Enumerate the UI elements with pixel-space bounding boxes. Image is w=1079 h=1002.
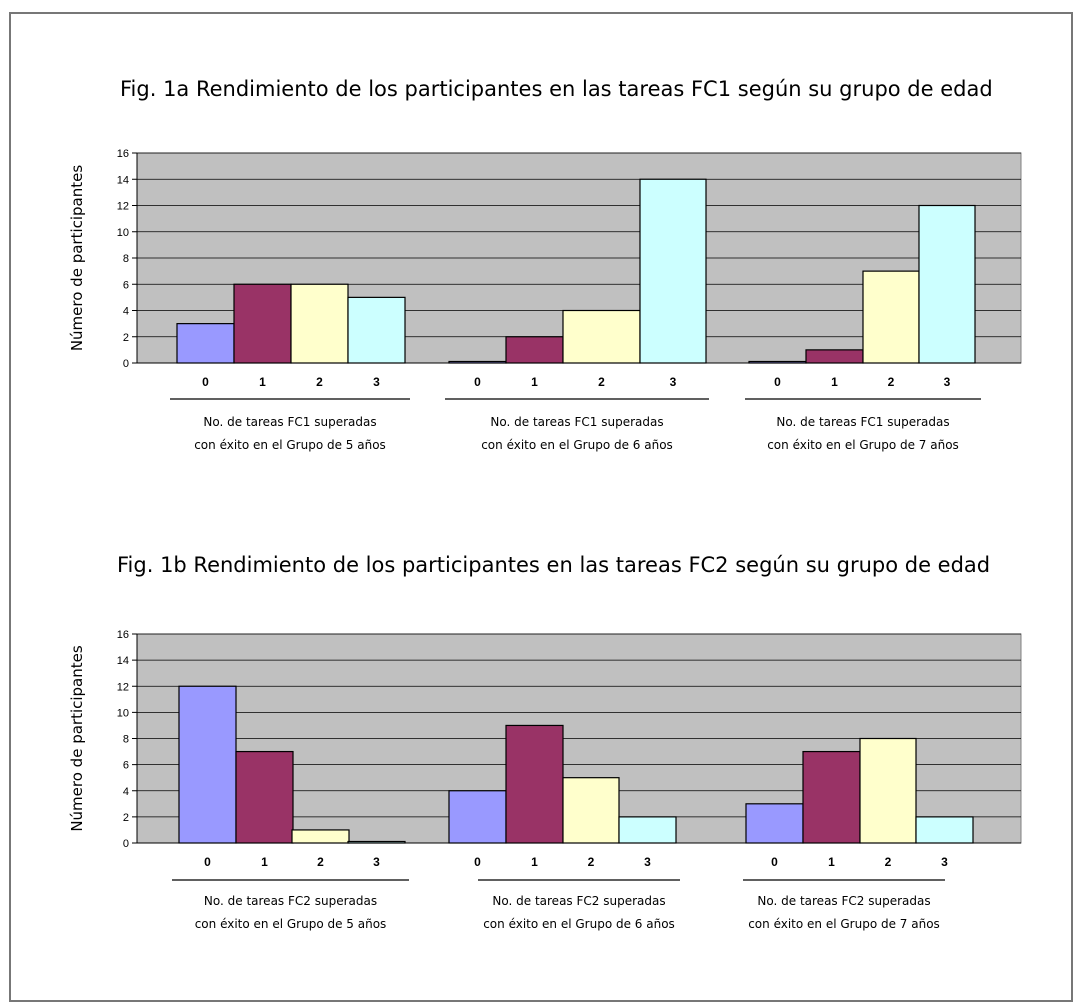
bar bbox=[859, 737, 917, 844]
bar bbox=[235, 750, 294, 844]
category-label: 2 bbox=[588, 855, 595, 869]
bar bbox=[862, 270, 920, 364]
category-label: 0 bbox=[202, 375, 209, 389]
y-tick-label: 10 bbox=[117, 227, 129, 239]
bar bbox=[178, 685, 237, 844]
chart-fc2: Fig. 1b Rendimiento de los participantes… bbox=[68, 553, 1022, 931]
bar bbox=[639, 178, 707, 364]
category-label: 0 bbox=[474, 855, 481, 869]
category-label: 1 bbox=[531, 375, 538, 389]
y-axis-label: Número de participantes bbox=[68, 645, 86, 832]
category-label: 3 bbox=[944, 375, 951, 389]
y-tick-label: 6 bbox=[123, 279, 129, 291]
bar bbox=[505, 336, 564, 364]
y-tick-label: 8 bbox=[123, 734, 129, 746]
category-label: 1 bbox=[828, 855, 835, 869]
group-caption: No. de tareas FC2 superadas bbox=[757, 894, 930, 908]
category-label: 3 bbox=[644, 855, 651, 869]
bar bbox=[505, 724, 564, 844]
bar bbox=[918, 204, 976, 364]
category-label: 0 bbox=[771, 855, 778, 869]
bar bbox=[805, 349, 864, 364]
category-label: 0 bbox=[474, 375, 481, 389]
bar bbox=[233, 283, 292, 364]
category-label: 2 bbox=[885, 855, 892, 869]
group-caption: con éxito en el Grupo de 6 años bbox=[483, 917, 675, 931]
category-label: 1 bbox=[261, 855, 268, 869]
bar bbox=[802, 750, 861, 844]
bar bbox=[347, 840, 406, 844]
category-label: 2 bbox=[316, 375, 323, 389]
y-axis-label: Número de participantes bbox=[68, 165, 86, 352]
y-tick-label: 0 bbox=[123, 358, 129, 370]
bar bbox=[748, 360, 807, 364]
group-caption: con éxito en el Grupo de 6 años bbox=[481, 438, 673, 452]
y-tick-label: 14 bbox=[117, 174, 129, 186]
y-tick-label: 14 bbox=[117, 655, 129, 667]
category-label: 1 bbox=[259, 375, 266, 389]
bar bbox=[562, 777, 620, 844]
y-tick-label: 12 bbox=[117, 681, 129, 693]
category-label: 1 bbox=[531, 855, 538, 869]
group-caption: No. de tareas FC1 superadas bbox=[203, 415, 376, 429]
group-caption: con éxito en el Grupo de 7 años bbox=[748, 917, 940, 931]
chart-title: Fig. 1a Rendimiento de los participantes… bbox=[120, 77, 993, 101]
bar bbox=[618, 816, 677, 844]
bar bbox=[176, 323, 235, 364]
category-label: 3 bbox=[941, 855, 948, 869]
chart-fc1: Fig. 1a Rendimiento de los participantes… bbox=[68, 77, 1022, 452]
category-label: 2 bbox=[598, 375, 605, 389]
category-label: 0 bbox=[204, 855, 211, 869]
category-label: 0 bbox=[774, 375, 781, 389]
y-tick-label: 8 bbox=[123, 253, 129, 265]
y-tick-label: 4 bbox=[123, 786, 129, 798]
group-caption: No. de tareas FC2 superadas bbox=[204, 894, 377, 908]
category-label: 2 bbox=[888, 375, 895, 389]
category-label: 1 bbox=[831, 375, 838, 389]
group-caption: con éxito en el Grupo de 7 años bbox=[767, 438, 959, 452]
bar bbox=[562, 309, 641, 364]
category-label: 2 bbox=[317, 855, 324, 869]
y-tick-label: 2 bbox=[123, 332, 129, 344]
y-tick-label: 6 bbox=[123, 760, 129, 772]
y-tick-label: 2 bbox=[123, 812, 129, 824]
y-tick-label: 16 bbox=[117, 148, 129, 160]
bar bbox=[291, 829, 350, 844]
y-tick-label: 10 bbox=[117, 707, 129, 719]
y-tick-label: 12 bbox=[117, 201, 129, 213]
group-caption: con éxito en el Grupo de 5 años bbox=[194, 438, 386, 452]
bar bbox=[448, 790, 507, 844]
y-tick-label: 4 bbox=[123, 306, 129, 318]
y-tick-label: 0 bbox=[123, 838, 129, 850]
bar bbox=[347, 296, 406, 364]
category-label: 3 bbox=[373, 855, 380, 869]
category-label: 3 bbox=[670, 375, 677, 389]
group-caption: No. de tareas FC1 superadas bbox=[490, 415, 663, 429]
category-label: 3 bbox=[373, 375, 380, 389]
bar bbox=[290, 283, 349, 364]
bar bbox=[448, 360, 507, 364]
y-tick-label: 16 bbox=[117, 629, 129, 641]
group-caption: con éxito en el Grupo de 5 años bbox=[195, 917, 387, 931]
group-caption: No. de tareas FC2 superadas bbox=[492, 894, 665, 908]
bar bbox=[745, 803, 804, 844]
bar bbox=[915, 816, 974, 844]
group-caption: No. de tareas FC1 superadas bbox=[776, 415, 949, 429]
chart-title: Fig. 1b Rendimiento de los participantes… bbox=[117, 553, 990, 577]
